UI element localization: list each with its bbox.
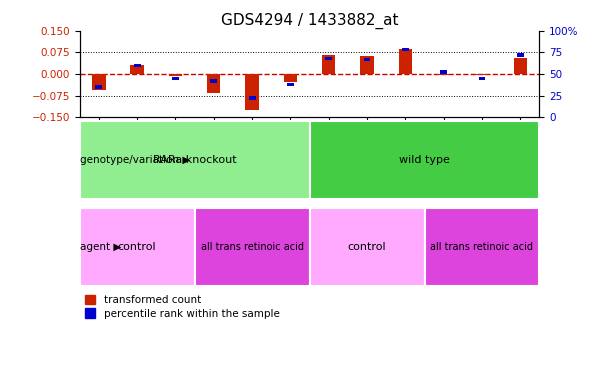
Text: genotype/variation ▶: genotype/variation ▶ bbox=[80, 155, 191, 166]
Bar bbox=[322, 55, 335, 74]
Bar bbox=[207, 74, 221, 93]
Legend: transformed count, percentile rank within the sample: transformed count, percentile rank withi… bbox=[85, 295, 280, 319]
Bar bbox=[169, 74, 182, 76]
FancyBboxPatch shape bbox=[424, 208, 539, 286]
Bar bbox=[210, 79, 217, 83]
Bar bbox=[402, 48, 409, 51]
Bar bbox=[287, 83, 294, 86]
Text: control: control bbox=[118, 242, 156, 252]
Bar bbox=[517, 53, 524, 56]
Bar bbox=[437, 74, 451, 75]
FancyBboxPatch shape bbox=[80, 121, 310, 199]
Text: control: control bbox=[348, 242, 386, 252]
FancyBboxPatch shape bbox=[310, 121, 539, 199]
Text: RARa knockout: RARa knockout bbox=[153, 155, 237, 166]
Bar bbox=[326, 56, 332, 60]
Title: GDS4294 / 1433882_at: GDS4294 / 1433882_at bbox=[221, 13, 398, 29]
Text: all trans retinoic acid: all trans retinoic acid bbox=[200, 242, 303, 252]
Bar bbox=[440, 70, 447, 74]
Bar bbox=[172, 76, 179, 80]
Text: all trans retinoic acid: all trans retinoic acid bbox=[430, 242, 533, 252]
Bar bbox=[92, 74, 105, 90]
Bar bbox=[479, 76, 485, 80]
Bar bbox=[360, 56, 374, 74]
Bar bbox=[249, 96, 256, 100]
FancyBboxPatch shape bbox=[80, 208, 195, 286]
Bar bbox=[245, 74, 259, 110]
Bar bbox=[134, 63, 140, 67]
FancyBboxPatch shape bbox=[195, 208, 310, 286]
Bar bbox=[131, 65, 144, 74]
FancyBboxPatch shape bbox=[310, 208, 424, 286]
Bar bbox=[398, 50, 412, 74]
Bar bbox=[364, 58, 370, 61]
Bar bbox=[284, 74, 297, 82]
Bar bbox=[475, 74, 489, 75]
Bar bbox=[96, 85, 102, 89]
Bar bbox=[514, 58, 527, 74]
Text: wild type: wild type bbox=[399, 155, 450, 166]
Text: agent ▶: agent ▶ bbox=[80, 242, 122, 252]
